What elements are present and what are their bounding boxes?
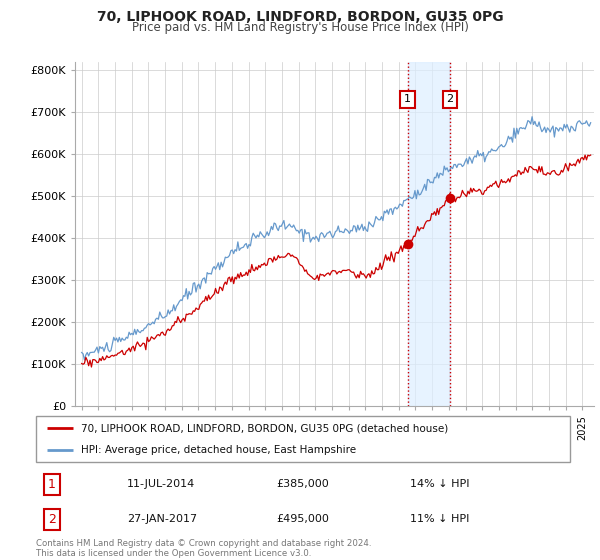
Text: 11-JUL-2014: 11-JUL-2014: [127, 479, 195, 489]
Text: 27-JAN-2017: 27-JAN-2017: [127, 515, 197, 524]
FancyBboxPatch shape: [36, 416, 570, 462]
Text: £495,000: £495,000: [277, 515, 329, 524]
Text: 1: 1: [48, 478, 56, 491]
Text: Contains HM Land Registry data © Crown copyright and database right 2024.
This d: Contains HM Land Registry data © Crown c…: [36, 539, 371, 558]
Text: 70, LIPHOOK ROAD, LINDFORD, BORDON, GU35 0PG (detached house): 70, LIPHOOK ROAD, LINDFORD, BORDON, GU35…: [82, 423, 449, 433]
Text: Price paid vs. HM Land Registry's House Price Index (HPI): Price paid vs. HM Land Registry's House …: [131, 21, 469, 34]
Text: 2: 2: [446, 95, 454, 104]
Text: 14% ↓ HPI: 14% ↓ HPI: [410, 479, 469, 489]
Text: £385,000: £385,000: [277, 479, 329, 489]
Text: 70, LIPHOOK ROAD, LINDFORD, BORDON, GU35 0PG: 70, LIPHOOK ROAD, LINDFORD, BORDON, GU35…: [97, 10, 503, 24]
Text: 2: 2: [48, 513, 56, 526]
Text: 1: 1: [404, 95, 411, 104]
Text: 11% ↓ HPI: 11% ↓ HPI: [410, 515, 469, 524]
Text: HPI: Average price, detached house, East Hampshire: HPI: Average price, detached house, East…: [82, 445, 356, 455]
